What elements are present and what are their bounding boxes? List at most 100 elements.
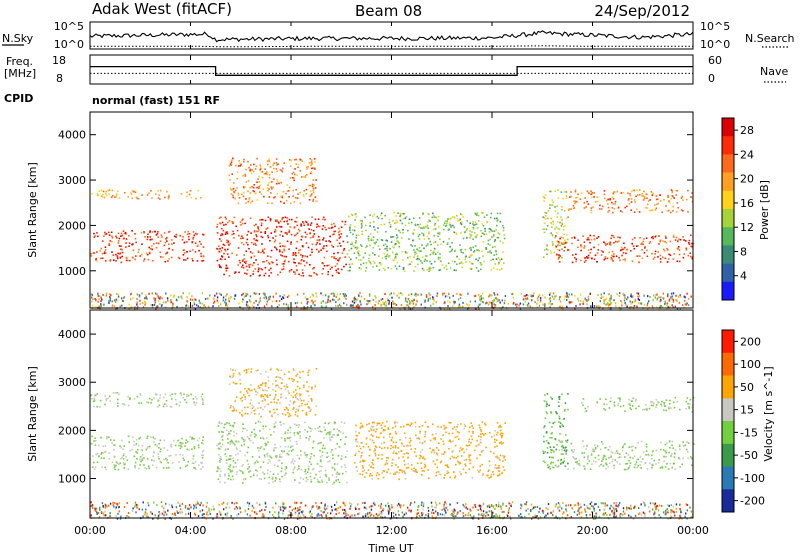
scatter-cell	[212, 517, 214, 520]
scatter-cell	[309, 296, 312, 299]
data-cell	[220, 470, 222, 473]
data-cell	[351, 243, 354, 245]
data-cell	[274, 246, 276, 248]
data-cell	[497, 219, 499, 221]
data-cell	[290, 243, 292, 245]
data-cell	[249, 390, 251, 392]
scatter-cell	[581, 511, 583, 514]
scatter-cell	[170, 301, 173, 304]
data-cell	[251, 431, 253, 433]
data-cell	[239, 221, 242, 223]
scatter-cell	[263, 292, 265, 295]
data-cell	[239, 391, 242, 393]
scatter-cell	[427, 516, 430, 519]
data-cell	[269, 410, 271, 413]
scatter-cell	[615, 504, 617, 507]
data-cell	[464, 258, 467, 261]
data-cell	[117, 242, 120, 244]
scatter-cell	[283, 502, 285, 505]
data-cell	[455, 269, 457, 272]
scatter-cell	[327, 512, 329, 515]
scatter-cell	[618, 295, 620, 298]
data-cell	[173, 235, 176, 238]
data-cell	[246, 435, 249, 438]
data-cell	[497, 257, 500, 259]
scatter-cell	[372, 307, 374, 310]
scatter-cell	[320, 509, 322, 512]
data-cell	[249, 470, 252, 472]
data-cell	[262, 471, 264, 474]
data-cell	[238, 165, 240, 167]
scatter-cell	[538, 304, 541, 307]
data-cell	[476, 227, 479, 229]
data-cell	[303, 189, 306, 192]
data-cell	[445, 265, 447, 267]
data-cell	[225, 267, 227, 269]
data-cell	[589, 234, 592, 237]
scatter-cell	[287, 307, 290, 310]
data-cell	[281, 251, 284, 254]
data-cell	[171, 243, 173, 245]
scatter-cell	[672, 505, 674, 508]
scatter-cell	[554, 505, 557, 508]
scatter-cell	[253, 292, 255, 295]
data-cell	[328, 479, 330, 481]
data-cell	[665, 241, 667, 244]
data-cell	[97, 194, 99, 197]
scatter-cell	[431, 511, 433, 514]
scatter-cell	[255, 512, 258, 515]
data-cell	[645, 193, 648, 195]
data-cell	[261, 236, 264, 239]
data-cell	[565, 240, 567, 243]
data-cell	[237, 459, 239, 461]
scatter-cell	[534, 301, 536, 304]
data-cell	[349, 266, 351, 268]
data-cell	[661, 211, 663, 214]
data-cell	[397, 242, 400, 244]
data-cell	[494, 245, 496, 248]
scatter-cell	[609, 297, 611, 300]
data-cell	[294, 220, 296, 223]
scatter-cell	[145, 515, 148, 518]
scatter-cell	[649, 295, 651, 298]
scatter-cell	[342, 293, 345, 295]
data-cell	[148, 465, 150, 468]
data-cell	[291, 445, 294, 447]
scatter-cell	[201, 509, 204, 512]
data-cell	[220, 250, 223, 252]
data-cell	[167, 194, 170, 197]
scatter-cell	[339, 293, 341, 295]
data-cell	[421, 267, 424, 270]
scatter-cell	[654, 502, 657, 505]
scatter-cell	[105, 504, 107, 507]
data-cell	[395, 257, 397, 260]
scatter-cell	[672, 510, 674, 513]
data-cell	[256, 230, 258, 233]
data-cell	[253, 255, 256, 257]
scatter-cell	[378, 513, 380, 516]
data-cell	[150, 247, 152, 250]
data-cell	[226, 434, 229, 436]
data-cell	[301, 409, 304, 412]
scatter-cell	[577, 502, 579, 505]
data-cell	[298, 405, 300, 408]
data-cell	[611, 234, 613, 237]
scatter-cell	[453, 515, 455, 518]
data-cell	[184, 445, 186, 447]
scatter-cell	[247, 508, 250, 510]
scatter-cell	[578, 508, 580, 511]
data-cell	[181, 454, 184, 456]
scatter-cell	[243, 295, 246, 298]
data-cell	[257, 230, 259, 233]
scatter-cell	[600, 293, 602, 296]
scatter-cell	[462, 305, 464, 308]
data-cell	[566, 238, 569, 241]
scatter-cell	[427, 514, 429, 517]
scatter-cell	[391, 506, 393, 509]
scatter-cell	[219, 512, 221, 515]
data-cell	[301, 160, 303, 162]
data-cell	[242, 427, 245, 430]
data-cell	[447, 218, 449, 220]
scatter-cell	[222, 501, 225, 504]
scatter-cell	[658, 504, 661, 507]
